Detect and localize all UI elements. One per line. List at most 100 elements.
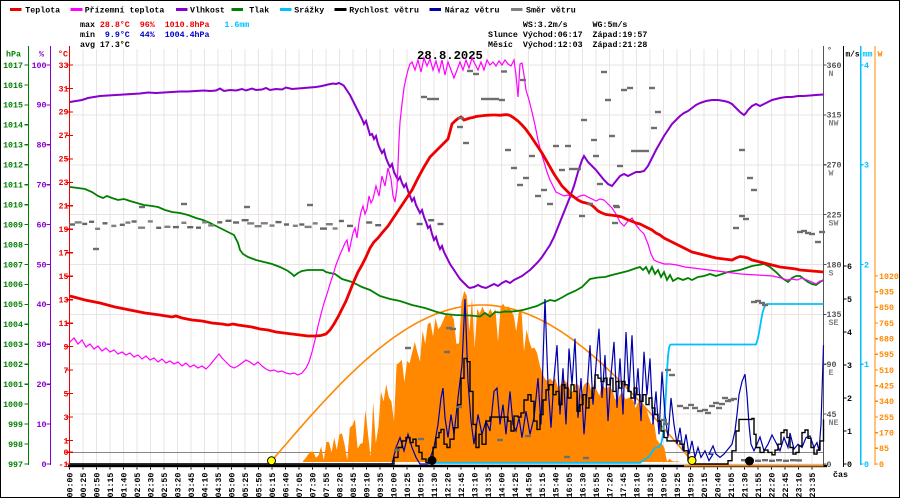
svg-text:13:10: 13:10 <box>472 473 481 498</box>
svg-text:06:40: 06:40 <box>283 473 292 498</box>
svg-text:03:45: 03:45 <box>188 473 197 498</box>
svg-text:1002: 1002 <box>3 361 23 370</box>
svg-text:02:30: 02:30 <box>148 473 157 498</box>
svg-text:9.9°C: 9.9°C <box>105 31 130 40</box>
svg-text:hPa: hPa <box>6 50 21 60</box>
svg-text:20:40: 20:40 <box>715 473 724 498</box>
svg-text:14:00: 14:00 <box>499 473 508 498</box>
svg-text:997: 997 <box>8 461 23 470</box>
svg-text:22:20: 22:20 <box>769 473 778 498</box>
svg-text:-1: -1 <box>59 461 69 470</box>
svg-text:28.8°C: 28.8°C <box>100 21 130 30</box>
svg-text:12:45: 12:45 <box>458 473 467 498</box>
svg-text:0: 0 <box>42 461 47 470</box>
svg-text:21:30: 21:30 <box>742 473 751 498</box>
svg-text:1000: 1000 <box>3 401 23 410</box>
svg-text:1011: 1011 <box>3 182 23 191</box>
svg-text:20: 20 <box>37 381 47 390</box>
svg-text:1001: 1001 <box>3 381 23 390</box>
svg-text:WS:3.2m/s WG:5m/s: WS:3.2m/s WG:5m/s <box>488 20 627 30</box>
svg-text:6: 6 <box>847 263 852 272</box>
svg-text:m/s: m/s <box>846 52 860 60</box>
svg-text:19:00: 19:00 <box>661 473 670 498</box>
svg-text:Vlhkost: Vlhkost <box>190 5 225 15</box>
svg-text:min: min <box>80 30 105 40</box>
svg-text:70: 70 <box>37 182 47 191</box>
svg-text:05:25: 05:25 <box>242 473 251 498</box>
svg-text:3: 3 <box>847 362 852 371</box>
svg-text:21: 21 <box>59 203 69 212</box>
svg-text:NE: NE <box>829 419 839 428</box>
svg-text:04:10: 04:10 <box>202 473 211 498</box>
svg-text:05:00: 05:00 <box>229 473 238 498</box>
svg-text:5: 5 <box>64 390 69 399</box>
svg-text:850: 850 <box>879 304 894 313</box>
svg-text:2: 2 <box>864 261 869 270</box>
svg-text:02:55: 02:55 <box>161 473 170 498</box>
svg-text:315: 315 <box>827 112 842 121</box>
svg-text:04:35: 04:35 <box>215 473 224 498</box>
svg-text:1010: 1010 <box>3 202 23 211</box>
svg-text:100: 100 <box>32 62 47 71</box>
svg-text:425: 425 <box>879 383 894 392</box>
svg-text:09:10: 09:10 <box>364 473 373 498</box>
svg-text:W: W <box>878 51 883 60</box>
svg-text:max: max <box>80 21 100 30</box>
svg-text:NW: NW <box>829 120 839 129</box>
svg-text:05:50: 05:50 <box>256 473 265 498</box>
svg-text:1015: 1015 <box>3 102 23 111</box>
svg-text:Srážky: Srážky <box>294 5 324 15</box>
svg-text:Měsíc Východ:12:03 Západ:21:: Měsíc Východ:12:03 Západ:21:28 <box>488 40 647 50</box>
svg-text:09:35: 09:35 <box>377 473 386 498</box>
svg-text:02:05: 02:05 <box>134 473 143 498</box>
svg-text:85: 85 <box>879 445 889 454</box>
svg-text:23:10: 23:10 <box>796 473 805 498</box>
svg-text:7: 7 <box>64 367 69 376</box>
svg-text:mm: mm <box>863 51 873 60</box>
svg-text:Rychlost větru: Rychlost větru <box>349 5 419 15</box>
svg-text:0: 0 <box>864 461 869 470</box>
svg-text:19: 19 <box>59 226 69 235</box>
svg-text:E: E <box>829 369 834 378</box>
svg-text:40: 40 <box>37 301 47 310</box>
svg-text:10: 10 <box>37 421 47 430</box>
svg-text:4: 4 <box>847 329 852 338</box>
svg-text:510: 510 <box>879 367 894 376</box>
svg-text:07:05: 07:05 <box>296 473 305 498</box>
svg-text:23: 23 <box>59 179 69 188</box>
svg-text:03:20: 03:20 <box>175 473 184 498</box>
svg-text:135: 135 <box>827 311 842 320</box>
svg-text:10:00: 10:00 <box>391 473 400 498</box>
svg-text:31: 31 <box>59 85 69 94</box>
svg-text:1009: 1009 <box>3 221 23 230</box>
svg-text:0: 0 <box>64 449 69 458</box>
svg-text:1.6mm: 1.6mm <box>224 21 249 30</box>
svg-text:3: 3 <box>864 162 869 171</box>
svg-text:1004.4hPa: 1004.4hPa <box>165 30 210 40</box>
svg-text:06:15: 06:15 <box>269 473 278 498</box>
svg-text:4: 4 <box>864 62 869 71</box>
svg-text:10:50: 10:50 <box>418 473 427 498</box>
svg-text:14:25: 14:25 <box>512 473 521 498</box>
svg-text:Tlak: Tlak <box>249 5 269 15</box>
svg-text:00:00: 00:00 <box>67 473 76 498</box>
svg-text:45: 45 <box>827 411 837 420</box>
svg-text:96%: 96% <box>140 21 155 30</box>
svg-text:1016: 1016 <box>3 82 23 91</box>
svg-text:07:55: 07:55 <box>323 473 332 498</box>
svg-text:15:15: 15:15 <box>539 473 548 498</box>
svg-text:19:25: 19:25 <box>674 473 683 498</box>
svg-text:13:35: 13:35 <box>485 473 494 498</box>
svg-text:1004: 1004 <box>3 321 23 330</box>
svg-text:44%: 44% <box>140 31 155 40</box>
svg-text:00:50: 00:50 <box>94 473 103 498</box>
svg-text:80: 80 <box>37 142 47 151</box>
svg-text:°C: °C <box>58 51 68 60</box>
svg-text:01:15: 01:15 <box>107 473 116 498</box>
svg-text:Náraz větru: Náraz větru <box>445 5 500 15</box>
svg-text:90: 90 <box>827 361 837 370</box>
svg-text:N: N <box>829 70 834 79</box>
svg-text:08:20: 08:20 <box>337 473 346 498</box>
svg-text:30: 30 <box>37 341 47 350</box>
svg-text:21:05: 21:05 <box>728 473 737 498</box>
